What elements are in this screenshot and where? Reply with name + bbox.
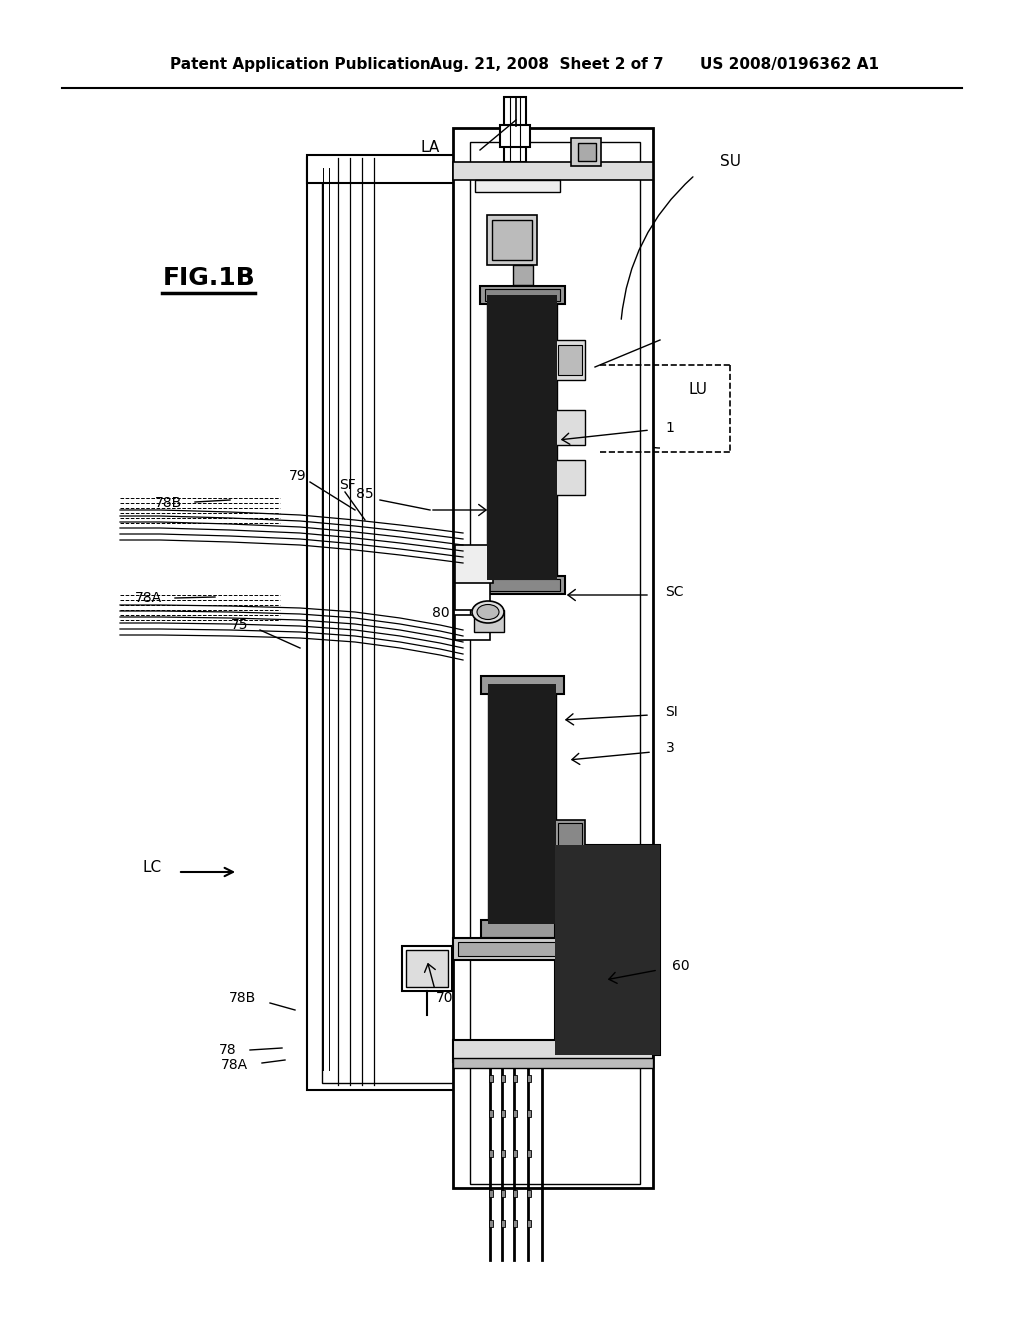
Bar xyxy=(453,1059,653,1068)
Bar xyxy=(513,265,534,285)
Bar xyxy=(527,1191,531,1197)
Text: 78A: 78A xyxy=(135,591,162,605)
Bar xyxy=(489,1150,493,1158)
Bar xyxy=(558,345,582,375)
Text: US 2008/0196362 A1: US 2008/0196362 A1 xyxy=(700,58,879,73)
Bar xyxy=(489,1220,493,1228)
Text: 85: 85 xyxy=(356,487,374,502)
Text: 79: 79 xyxy=(289,469,307,483)
Bar xyxy=(489,1110,493,1117)
Bar xyxy=(513,1110,517,1117)
Bar xyxy=(402,946,452,991)
Bar xyxy=(489,1074,493,1082)
Text: 80: 80 xyxy=(432,606,450,620)
Bar xyxy=(485,289,560,301)
Bar xyxy=(501,1110,505,1117)
Bar xyxy=(458,942,648,956)
Bar xyxy=(322,168,467,1082)
Bar xyxy=(455,615,490,640)
Bar xyxy=(307,158,475,1090)
Bar xyxy=(555,845,660,1055)
Text: SU: SU xyxy=(720,154,741,169)
Bar xyxy=(513,1150,517,1158)
Text: 78B: 78B xyxy=(155,496,182,510)
Bar xyxy=(453,1040,653,1063)
Bar xyxy=(555,845,660,1055)
Bar xyxy=(513,1074,517,1082)
Bar xyxy=(481,920,564,939)
Bar xyxy=(578,143,596,161)
Ellipse shape xyxy=(477,605,499,619)
Bar xyxy=(453,128,653,1188)
Bar xyxy=(475,180,560,191)
Ellipse shape xyxy=(472,601,504,623)
Bar xyxy=(455,545,493,583)
Bar xyxy=(501,1220,505,1228)
Bar xyxy=(307,154,475,183)
Text: SI: SI xyxy=(665,705,678,719)
Bar xyxy=(453,162,653,180)
Bar xyxy=(513,1220,517,1228)
Bar xyxy=(480,576,565,594)
Text: 78: 78 xyxy=(219,1043,237,1057)
Text: Patent Application Publication: Patent Application Publication xyxy=(170,58,431,73)
Text: 75: 75 xyxy=(230,618,248,632)
Bar xyxy=(488,684,556,924)
Bar xyxy=(500,125,530,147)
Bar xyxy=(470,143,640,1184)
Bar xyxy=(501,1191,505,1197)
Bar xyxy=(555,411,585,445)
Text: FIG.1B: FIG.1B xyxy=(163,267,256,290)
Bar xyxy=(571,139,601,166)
Bar xyxy=(513,1191,517,1197)
Bar xyxy=(555,459,585,495)
Bar xyxy=(558,822,582,847)
Bar xyxy=(481,676,564,694)
Bar xyxy=(487,294,557,579)
Text: 78B: 78B xyxy=(228,991,256,1005)
Bar xyxy=(527,1074,531,1082)
Bar xyxy=(406,950,449,987)
Text: LU: LU xyxy=(688,383,707,397)
Text: 60: 60 xyxy=(672,960,689,973)
Bar xyxy=(555,820,585,850)
Bar xyxy=(555,341,585,380)
Bar xyxy=(527,1110,531,1117)
Text: 1: 1 xyxy=(665,421,674,436)
Bar xyxy=(501,1150,505,1158)
Text: SC: SC xyxy=(665,585,683,599)
Bar xyxy=(488,684,556,924)
Text: Aug. 21, 2008  Sheet 2 of 7: Aug. 21, 2008 Sheet 2 of 7 xyxy=(430,58,664,73)
Text: 70: 70 xyxy=(436,991,454,1005)
Bar xyxy=(453,939,653,960)
Text: 3: 3 xyxy=(666,741,675,755)
Bar xyxy=(501,1074,505,1082)
Text: SF: SF xyxy=(340,478,356,492)
Bar xyxy=(487,215,537,265)
Bar xyxy=(527,1150,531,1158)
Bar xyxy=(492,220,532,260)
Bar xyxy=(487,294,557,579)
Bar xyxy=(480,286,565,304)
Bar xyxy=(455,579,490,610)
Text: LC: LC xyxy=(143,861,162,875)
Bar xyxy=(485,579,560,591)
Text: LA: LA xyxy=(421,140,440,156)
Text: 78A: 78A xyxy=(221,1059,248,1072)
Bar xyxy=(527,1220,531,1228)
Bar xyxy=(504,96,526,162)
Bar xyxy=(489,1191,493,1197)
Bar xyxy=(474,610,504,632)
